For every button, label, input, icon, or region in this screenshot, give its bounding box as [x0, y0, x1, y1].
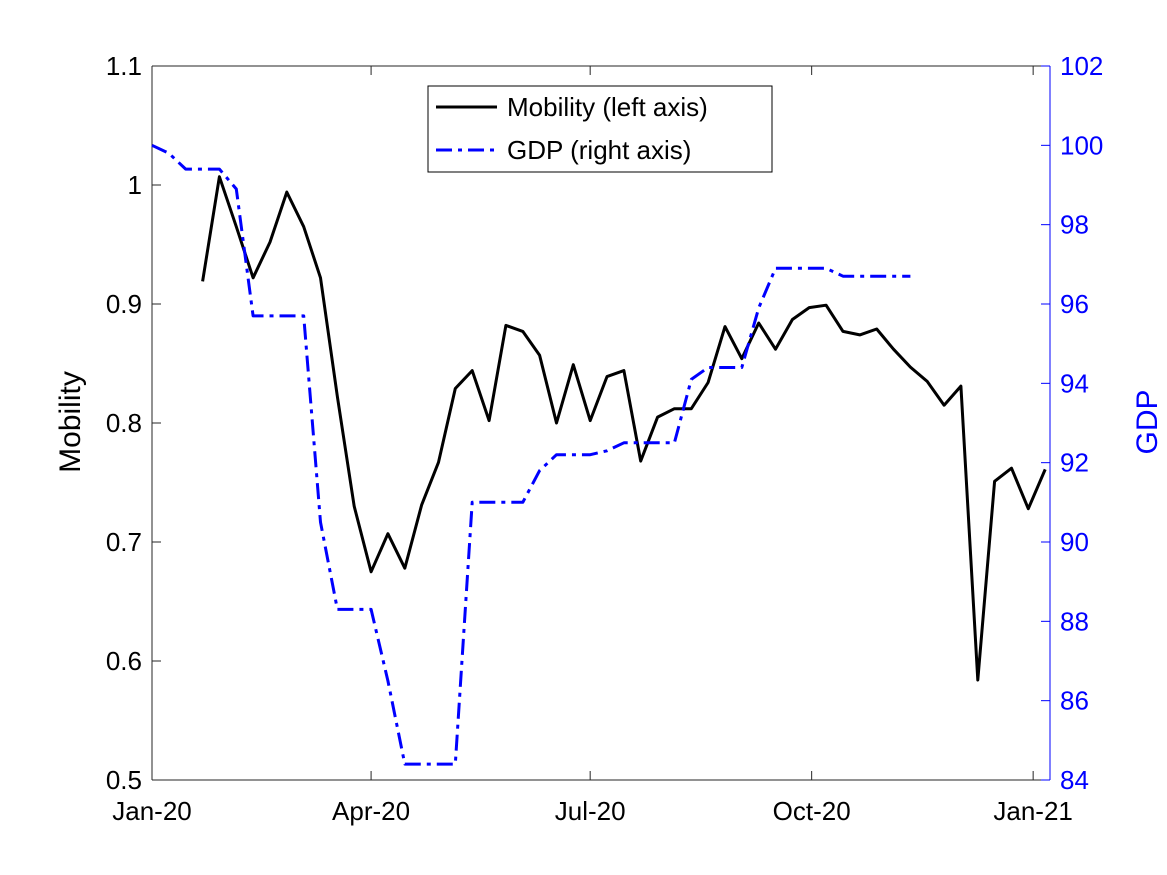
y-right-tick-label: 94: [1060, 368, 1089, 398]
series-line-gdp: [151, 143, 911, 766]
y-left-tick-label: 0.5: [106, 765, 142, 795]
y-left-tick-label: 0.8: [106, 408, 142, 438]
y-right-tick-label: 84: [1060, 765, 1089, 795]
y-right-axis-title: GDP: [1131, 389, 1164, 454]
y-left-tick-label: 1: [128, 170, 142, 200]
y-right-tick-label: 102: [1060, 51, 1103, 81]
series-line-mobility: [201, 175, 1047, 682]
legend-box: [427, 85, 773, 173]
x-tick-label: Jan-21: [993, 796, 1073, 826]
x-tick-label: Oct-20: [773, 796, 851, 826]
x-tick-label: Apr-20: [332, 796, 410, 826]
ticks-layer: 0.5 0.6 0.7 0.8 0.9 1 1.1 84 86 88 90 92 94 96 98 100 10…: [106, 51, 1104, 826]
y-right-tick-label: 88: [1060, 606, 1089, 636]
y-left-tick-label: 1.1: [106, 51, 142, 81]
y-left-tick-label: 0.7: [106, 527, 142, 557]
y-right-tick-label: 90: [1060, 527, 1089, 557]
y-left-axis-title: Mobility: [54, 371, 87, 473]
legend: Mobility (left axis) GDP (right axis): [427, 85, 773, 173]
y-left-tick-label: 0.6: [106, 646, 142, 676]
plot-frame: [151, 65, 1051, 781]
x-tick-label: Jul-20: [555, 796, 626, 826]
y-right-tick-label: 86: [1060, 686, 1089, 716]
y-right-tick-label: 92: [1060, 448, 1089, 478]
y-left-tick-label: 0.9: [106, 289, 142, 319]
legend-label-mobility: Mobility (left axis): [507, 92, 708, 122]
legend-label-gdp: GDP (right axis): [507, 135, 691, 165]
y-right-tick-label: 96: [1060, 289, 1089, 319]
x-tick-label: Jan-20: [112, 796, 192, 826]
y-right-tick-label: 100: [1060, 130, 1103, 160]
y-right-tick-label: 98: [1060, 210, 1089, 240]
series-layer: [151, 143, 1047, 766]
